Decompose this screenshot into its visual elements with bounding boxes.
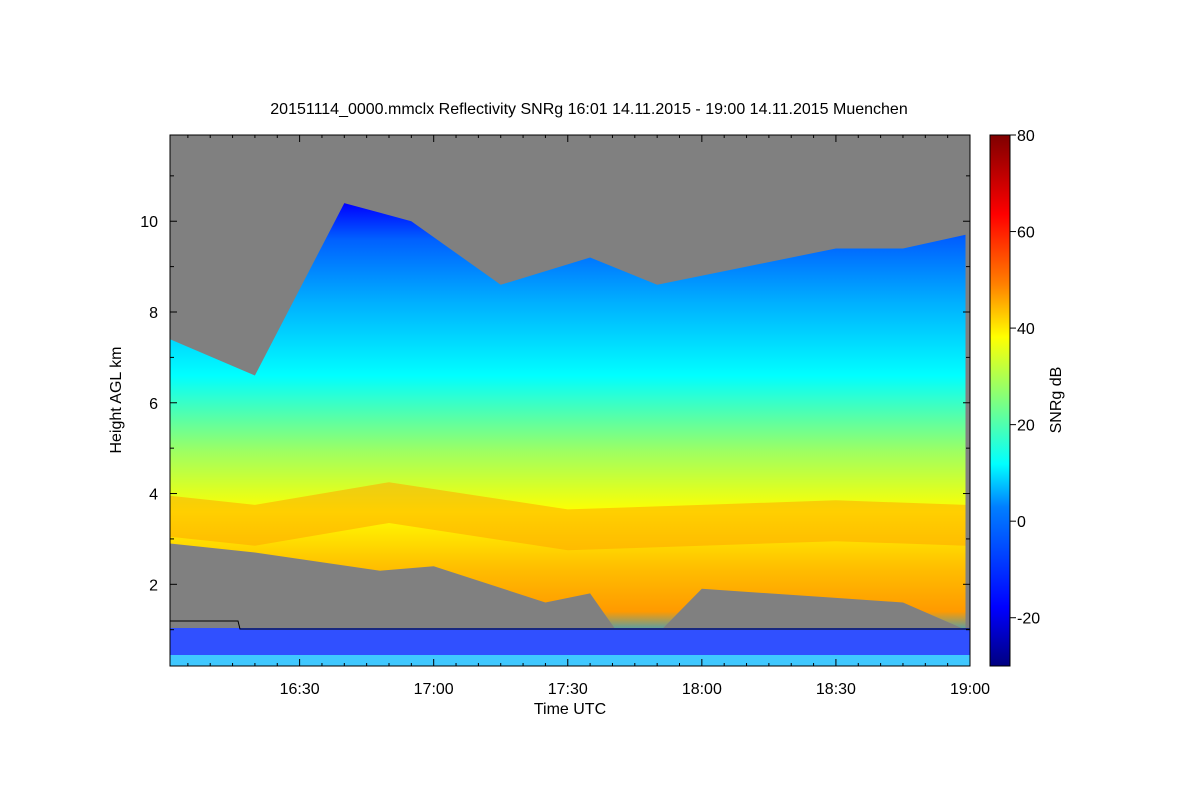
x-axis: 16:30 17:00 17:30 18:00 18:30 19:00 <box>187 135 990 698</box>
chart-title: 20151114_0000.mmclx Reflectivity SNRg 16… <box>270 101 907 118</box>
y-tick-label: 4 <box>149 487 158 504</box>
lowest-range-gate-line <box>170 620 970 630</box>
y-tick-label: 10 <box>140 214 158 231</box>
colorbar <box>989 134 1011 667</box>
plot-area <box>170 135 970 666</box>
y-tick-label: 6 <box>149 396 158 413</box>
colorbar-label: SNRg dB <box>1048 367 1065 434</box>
y-tick-label: 2 <box>149 577 158 594</box>
x-tick-label: 17:00 <box>414 681 454 698</box>
colorbar-tick-label: 60 <box>1017 225 1035 242</box>
colorbar-tick-label: 0 <box>1017 514 1026 531</box>
colorbar-tick-label: 80 <box>1017 128 1035 145</box>
x-tick-label: 16:30 <box>280 681 320 698</box>
y-axis: 2 4 6 8 10 <box>140 175 970 631</box>
ground-clutter-band-light <box>170 655 970 666</box>
x-tick-label: 19:00 <box>950 681 990 698</box>
x-tick-label: 18:30 <box>816 681 856 698</box>
colorbar-tick-label: 20 <box>1017 418 1035 435</box>
y-axis-label: Height AGL km <box>108 346 125 453</box>
x-axis-label: Time UTC <box>534 701 606 718</box>
colorbar-tick-label: -20 <box>1017 611 1040 628</box>
peak-reflectivity-band <box>170 482 966 551</box>
colorbar-tick-label: 40 <box>1017 321 1035 338</box>
colorbar-axis: -20 0 20 40 60 80 <box>1010 128 1040 628</box>
y-tick-label: 8 <box>149 305 158 322</box>
x-tick-label: 17:30 <box>548 681 588 698</box>
plot-frame <box>169 134 971 667</box>
x-tick-label: 18:00 <box>682 681 722 698</box>
